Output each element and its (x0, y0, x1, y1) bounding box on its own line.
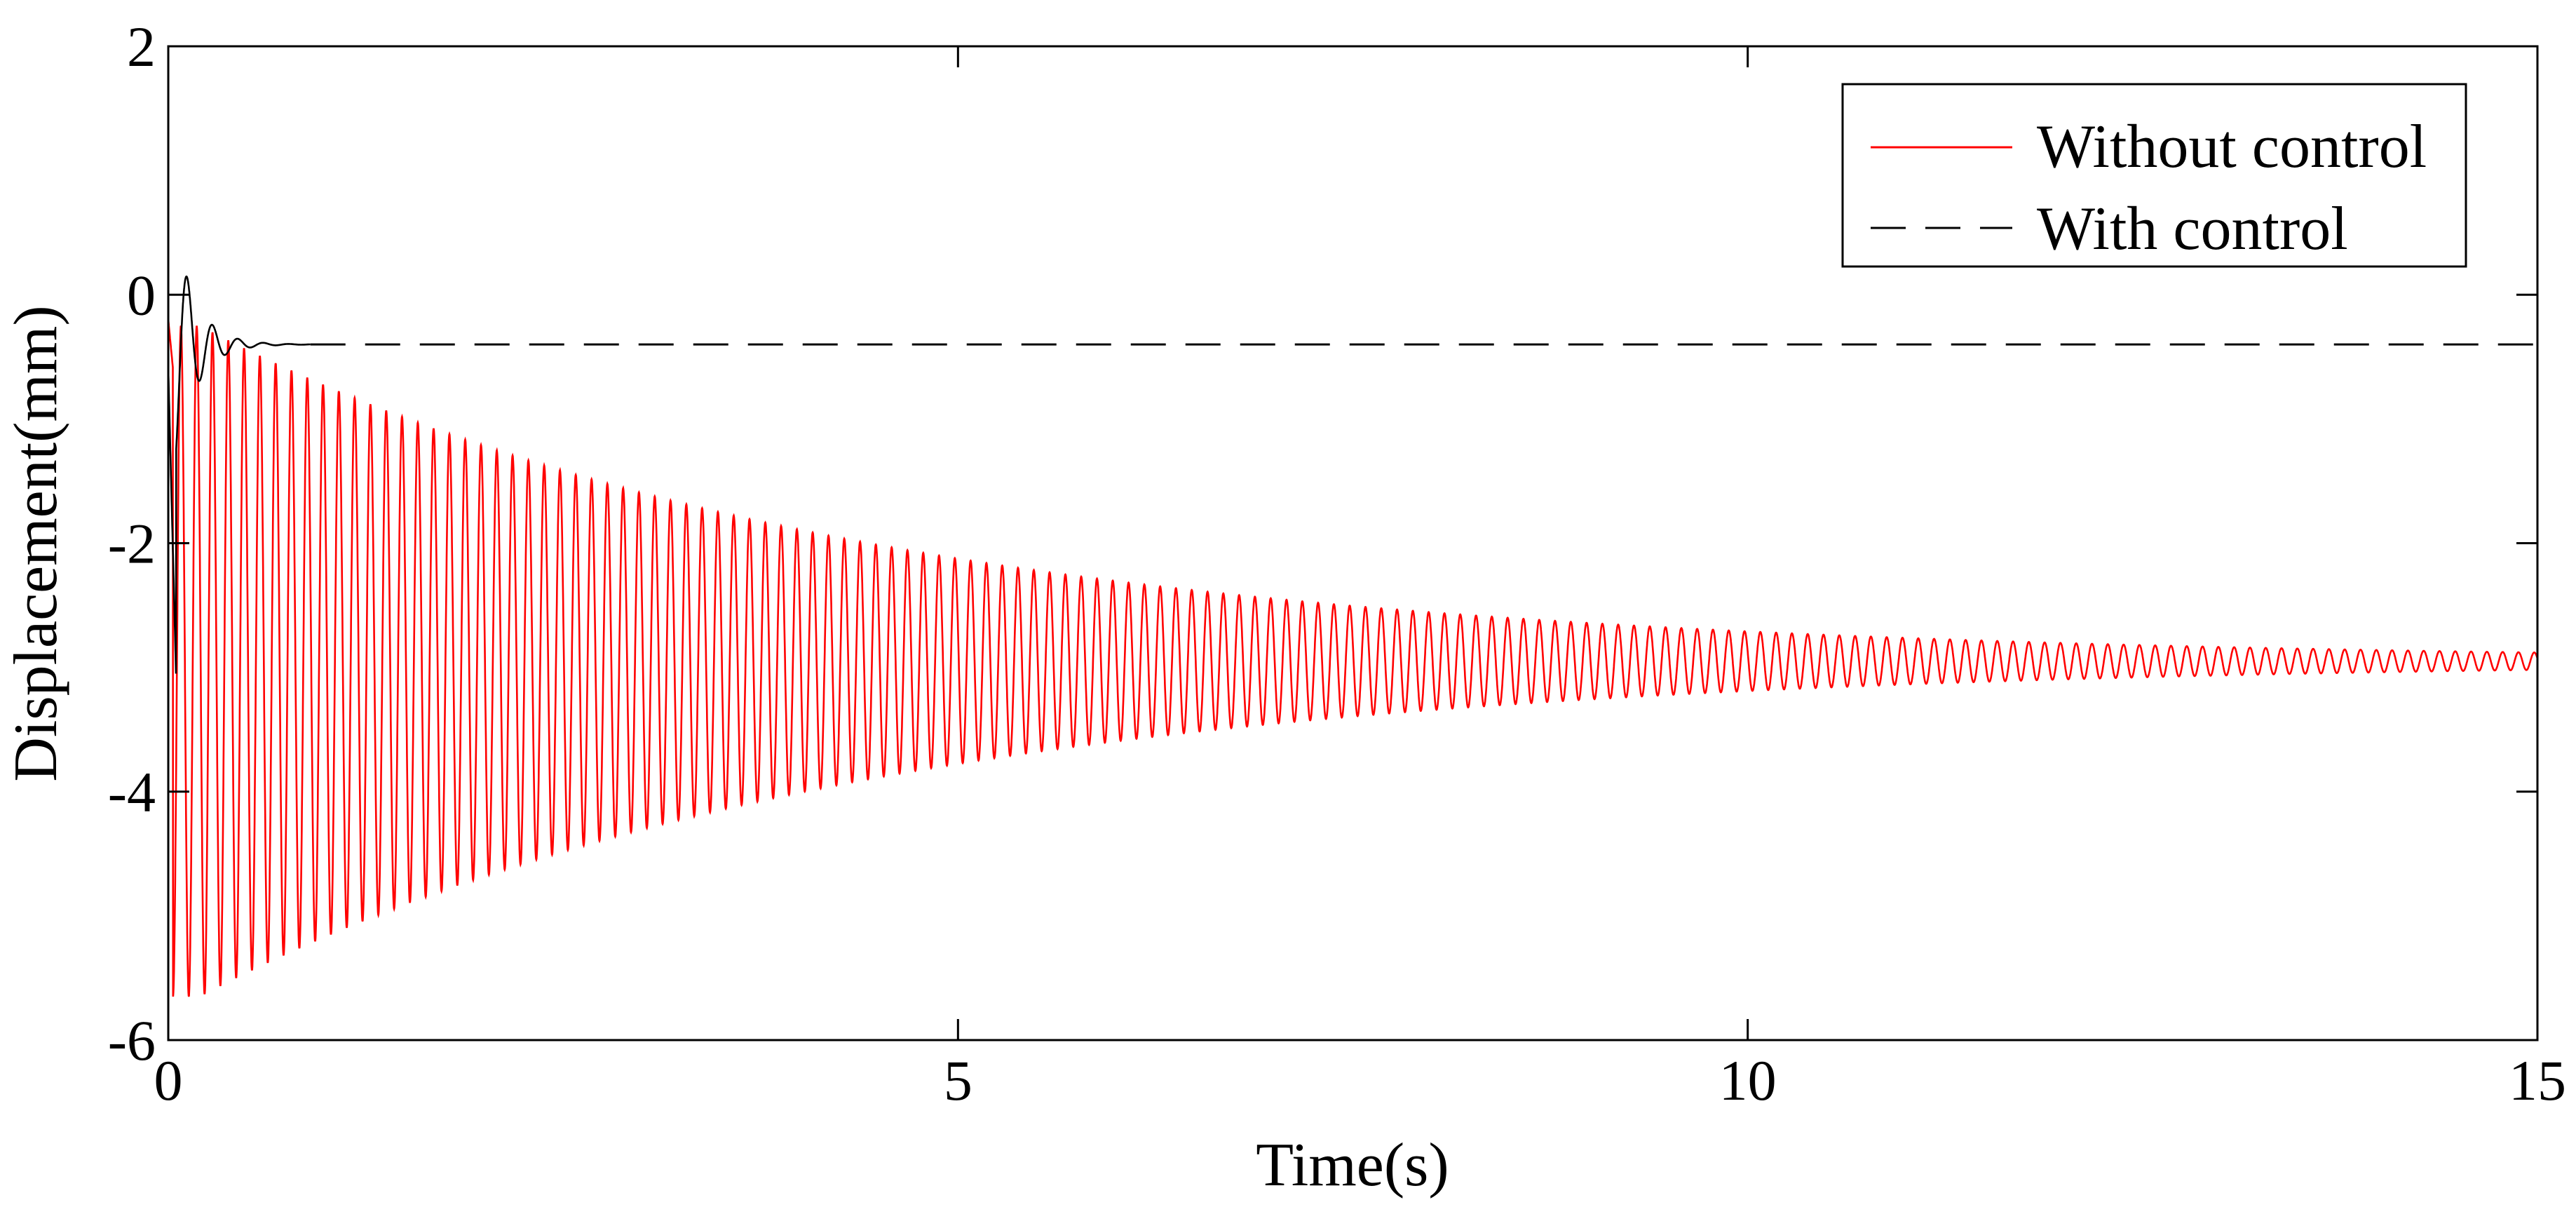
legend-box (1841, 83, 2467, 268)
y-tick-label: -6 (108, 1009, 156, 1072)
tick-labels: 0 5 10 15 -6 -4 -2 0 2 (108, 15, 2566, 1112)
y-tick-label: 2 (127, 15, 156, 79)
legend-label-with-control: With control (2037, 195, 2348, 263)
x-tick-label: 10 (1719, 1048, 1777, 1112)
y-tick-label: -4 (108, 760, 156, 824)
series-transient-with-control (167, 275, 311, 674)
legend-label-without-control: Without control (2037, 113, 2427, 181)
plot-area (167, 275, 2539, 997)
x-tick-label: 0 (154, 1048, 183, 1112)
legend: Without control With control (1841, 83, 2467, 268)
y-tick-label: -2 (108, 512, 156, 576)
x-axis-label: Time(s) (1256, 1131, 1449, 1199)
series-line-without-control (167, 319, 2539, 997)
x-tick-label: 15 (2509, 1048, 2566, 1112)
ticks (167, 45, 2539, 1041)
y-tick-label: 0 (127, 263, 156, 327)
y-axis-label: Displacement(mm) (2, 305, 70, 781)
x-tick-label: 5 (944, 1048, 972, 1112)
